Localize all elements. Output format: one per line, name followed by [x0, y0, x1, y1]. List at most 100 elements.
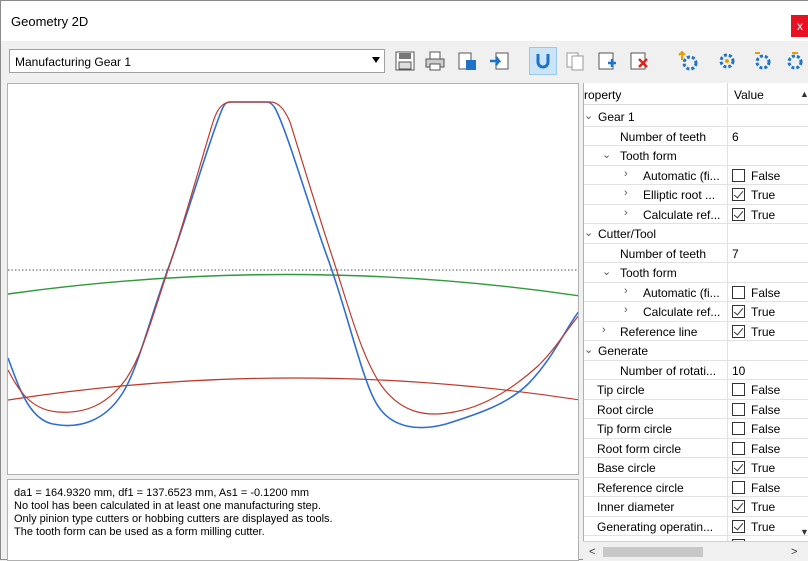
column-divider	[727, 224, 728, 243]
property-row[interactable]: › Automatic (fi... False	[584, 165, 808, 185]
value-checkbox[interactable]	[732, 188, 745, 201]
horizontal-scrollbar[interactable]: < >	[583, 541, 808, 561]
property-row[interactable]: ⌄ Tooth form	[584, 146, 808, 166]
property-label: Base circle	[597, 461, 656, 475]
scroll-down-icon[interactable]: ▼	[800, 527, 808, 537]
manufacturing-step-select[interactable]: Manufacturing Gear 1	[9, 49, 385, 73]
add-button[interactable]	[593, 47, 621, 75]
export-button[interactable]	[453, 47, 481, 75]
column-divider	[727, 321, 728, 340]
delete-icon	[630, 52, 648, 70]
property-value[interactable]: 10	[732, 363, 746, 378]
info-line: da1 = 164.9320 mm, df1 = 137.6523 mm, As…	[14, 487, 310, 499]
save-button[interactable]	[391, 47, 419, 75]
property-value: False	[751, 383, 781, 397]
chevron-down-icon[interactable]: ⌄	[602, 149, 612, 161]
property-row[interactable]: ⌄ Gear 1	[584, 107, 808, 127]
property-label: Number of teeth	[620, 246, 707, 261]
property-label: Elliptic root ...	[643, 188, 716, 202]
property-row[interactable]: › Elliptic root ... True	[584, 185, 808, 205]
gear-a-button[interactable]	[713, 47, 741, 75]
property-row[interactable]: Root form circle False	[584, 438, 808, 458]
delete-button[interactable]	[625, 47, 653, 75]
property-column-header[interactable]: roperty	[584, 88, 622, 102]
column-divider	[727, 282, 728, 301]
chevron-down-icon[interactable]: ⌄	[584, 344, 594, 356]
chevron-down-icon[interactable]: ⌄	[602, 266, 612, 278]
close-button[interactable]: x	[791, 15, 808, 37]
property-row[interactable]: Inner diameter True	[584, 497, 808, 517]
property-value[interactable]: 6	[732, 129, 739, 144]
value-checkbox[interactable]	[732, 383, 745, 396]
property-row[interactable]: Tip form circle False	[584, 419, 808, 439]
red-tooth-profile	[8, 101, 578, 415]
property-row[interactable]: Root circle False	[584, 399, 808, 419]
column-divider	[727, 419, 728, 438]
property-grid: roperty Value ▲ ⌄ Gear 1 Number of teeth 6 ⌄…	[583, 83, 808, 561]
property-row[interactable]: ⌄ Cutter/Tool	[584, 224, 808, 244]
property-value: True	[751, 324, 776, 339]
property-row[interactable]: Number of rotati... 10	[584, 360, 808, 380]
chevron-right-icon[interactable]: ›	[602, 323, 606, 336]
property-row[interactable]: Number of teeth 6	[584, 126, 808, 146]
property-row[interactable]: Reference circle False	[584, 477, 808, 497]
red-circle-arc	[8, 377, 578, 401]
property-value: False	[751, 480, 781, 495]
value-column-header[interactable]: Value	[734, 88, 764, 102]
chevron-down-icon[interactable]: ⌄	[584, 110, 594, 122]
value-checkbox[interactable]	[732, 324, 745, 338]
value-checkbox[interactable]	[732, 305, 745, 318]
property-row[interactable]: Number of teeth 7	[584, 243, 808, 263]
column-divider	[727, 497, 728, 516]
property-row[interactable]: ⌄ Generate	[584, 341, 808, 361]
value-checkbox[interactable]	[732, 285, 745, 299]
window-title: Geometry 2D	[11, 14, 89, 29]
chevron-right-icon[interactable]: ›	[624, 167, 628, 180]
property-label: Reference circle	[597, 480, 684, 495]
scroll-up-icon[interactable]: ▲	[800, 89, 808, 99]
property-row[interactable]: ⌄ Tooth form	[584, 263, 808, 283]
chevron-down-icon[interactable]	[372, 57, 380, 63]
property-label: Generating operatin...	[597, 519, 714, 534]
value-checkbox[interactable]	[732, 168, 745, 182]
property-row[interactable]: Tip circle False	[584, 380, 808, 400]
scroll-left-icon[interactable]: <	[589, 546, 596, 558]
property-label: Automatic (fi...	[643, 168, 720, 183]
value-checkbox[interactable]	[732, 500, 745, 513]
value-checkbox[interactable]	[732, 422, 745, 435]
chevron-right-icon[interactable]: ›	[624, 304, 628, 316]
gear-up-button[interactable]	[675, 47, 703, 75]
chevron-right-icon[interactable]: ›	[624, 187, 628, 199]
property-row[interactable]: › Calculate ref... True	[584, 204, 808, 224]
property-row[interactable]: Generating operatin... True	[584, 516, 808, 536]
import-button[interactable]	[485, 47, 513, 75]
scroll-thumb[interactable]	[603, 547, 703, 557]
value-checkbox[interactable]	[732, 441, 745, 455]
property-label: Automatic (fi...	[643, 285, 720, 300]
value-checkbox[interactable]	[732, 402, 745, 416]
magnet-button[interactable]	[529, 47, 557, 75]
property-row[interactable]: › Automatic (fi... False	[584, 282, 808, 302]
scroll-right-icon[interactable]: >	[791, 546, 798, 558]
value-checkbox[interactable]	[732, 480, 745, 494]
print-button[interactable]	[421, 47, 449, 75]
property-label: Generate	[598, 344, 649, 358]
gear-b-button[interactable]	[749, 47, 777, 75]
chevron-down-icon[interactable]: ⌄	[584, 227, 594, 239]
property-value: True	[751, 461, 776, 475]
property-row[interactable]: Base circle True	[584, 458, 808, 478]
chevron-right-icon[interactable]: ›	[624, 206, 628, 219]
property-label: Gear 1	[598, 110, 635, 124]
copy-button[interactable]	[561, 47, 589, 75]
manufacturing-step-value: Manufacturing Gear 1	[15, 55, 132, 69]
chevron-right-icon[interactable]: ›	[624, 284, 628, 297]
property-row[interactable]: › Calculate ref... True	[584, 302, 808, 322]
column-divider[interactable]	[727, 83, 728, 105]
value-checkbox[interactable]	[732, 461, 745, 474]
property-row[interactable]: › Reference line True	[584, 321, 808, 341]
property-value[interactable]: 7	[732, 246, 739, 261]
gear-drawing-canvas[interactable]	[7, 83, 579, 475]
value-checkbox[interactable]	[732, 519, 745, 533]
gear-c-button[interactable]	[781, 47, 808, 75]
value-checkbox[interactable]	[732, 207, 745, 221]
